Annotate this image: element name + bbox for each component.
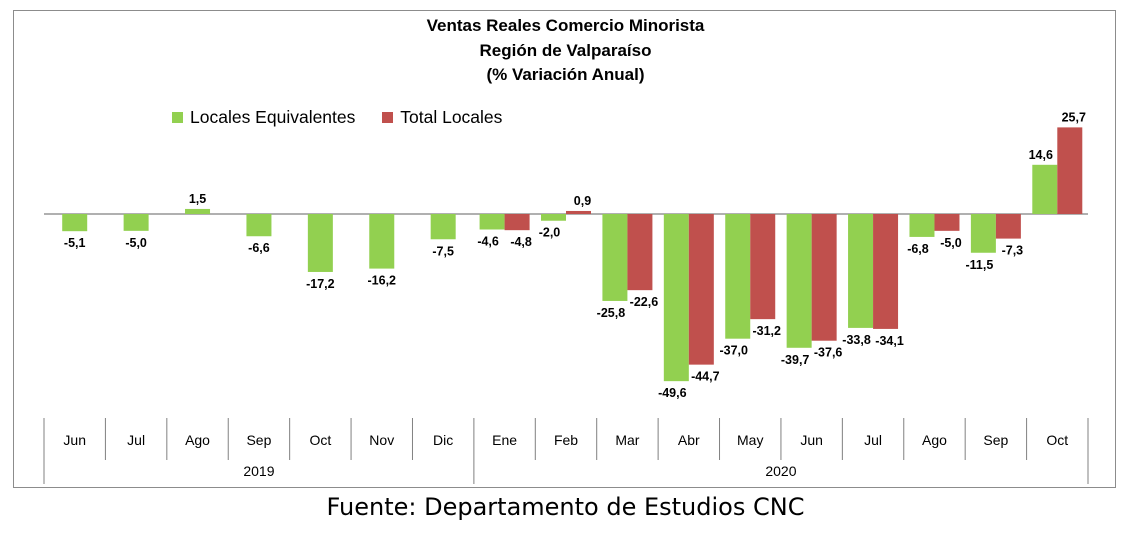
category-label: Dic <box>433 432 453 448</box>
bar-total-locales <box>627 214 653 291</box>
category-label: Oct <box>309 432 331 448</box>
data-label-locales-equivalentes: -49,6 <box>658 386 687 400</box>
source-footer: Fuente: Departamento de Estudios CNC <box>326 493 805 521</box>
data-label-locales-equivalentes: -5,1 <box>64 236 86 250</box>
bar-locales-equivalentes <box>1032 164 1058 214</box>
data-label-locales-equivalentes: -39,7 <box>781 353 810 367</box>
bar-locales-equivalentes <box>909 214 935 237</box>
data-label-total-locales: -7,3 <box>1002 244 1024 258</box>
bar-locales-equivalentes <box>430 214 456 240</box>
category-label: Oct <box>1046 432 1068 448</box>
bar-locales-equivalentes <box>123 214 149 231</box>
data-label-locales-equivalentes: -16,2 <box>368 274 397 288</box>
legend-label-locales-equivalentes: Locales Equivalentes <box>190 107 356 127</box>
data-label-locales-equivalentes: -11,5 <box>965 258 993 272</box>
category-label: Sep <box>983 432 1008 448</box>
category-label: Jul <box>127 432 145 448</box>
chart-title: Ventas Reales Comercio Minorista <box>426 16 705 35</box>
bar-total-locales <box>811 214 837 341</box>
category-label: Abr <box>678 432 700 448</box>
category-label: Jun <box>800 432 823 448</box>
data-label-locales-equivalentes: -2,0 <box>539 226 561 240</box>
data-label-total-locales: -31,2 <box>752 324 781 338</box>
bar-locales-equivalentes <box>479 214 505 230</box>
data-label-total-locales: 0,9 <box>574 194 591 208</box>
data-label-locales-equivalentes: 14,6 <box>1029 148 1053 162</box>
chart-frame <box>13 10 1116 488</box>
category-label: Jul <box>864 432 882 448</box>
legend-label-total-locales: Total Locales <box>400 107 503 127</box>
data-label-total-locales: -22,6 <box>630 295 659 309</box>
bar-locales-equivalentes <box>786 214 812 348</box>
bar-locales-equivalentes <box>62 214 88 232</box>
year-group-label: 2020 <box>765 463 796 479</box>
data-label-locales-equivalentes: -7,5 <box>432 244 454 258</box>
data-label-locales-equivalentes: -25,8 <box>597 306 626 320</box>
category-label: Ago <box>185 432 210 448</box>
data-label-total-locales: 25,7 <box>1062 110 1086 124</box>
bar-locales-equivalentes <box>541 214 566 221</box>
bar-locales-equivalentes <box>246 214 272 237</box>
data-label-locales-equivalentes: 1,5 <box>189 192 206 206</box>
data-label-total-locales: -34,1 <box>875 334 904 348</box>
bar-locales-equivalentes <box>369 214 395 269</box>
legend-item-total-locales: Total Locales <box>382 107 502 128</box>
category-label: Jun <box>63 432 86 448</box>
legend: Locales Equivalentes Total Locales <box>172 107 524 128</box>
bar-locales-equivalentes <box>185 208 211 214</box>
data-label-total-locales: -4,8 <box>510 235 532 249</box>
bar-total-locales <box>1057 127 1083 214</box>
bar-locales-equivalentes <box>970 214 996 253</box>
bar-total-locales <box>750 214 776 320</box>
bar-locales-equivalentes <box>307 214 333 272</box>
category-label: Ene <box>492 432 517 448</box>
data-label-locales-equivalentes: -17,2 <box>306 277 335 291</box>
bar-locales-equivalentes <box>663 214 689 382</box>
category-label: Feb <box>554 432 578 448</box>
data-label-total-locales: -37,6 <box>814 346 843 360</box>
bar-total-locales <box>566 210 591 214</box>
data-label-locales-equivalentes: -6,6 <box>248 241 270 255</box>
data-label-locales-equivalentes: -37,0 <box>719 344 748 358</box>
legend-swatch-locales-equivalentes <box>172 112 183 123</box>
data-label-locales-equivalentes: -33,8 <box>842 333 871 347</box>
data-label-locales-equivalentes: -4,6 <box>477 235 499 249</box>
year-group-label: 2019 <box>243 463 274 479</box>
bar-total-locales <box>995 214 1021 239</box>
data-label-total-locales: -5,0 <box>940 236 962 250</box>
chart-subtitle-units: (% Variación Anual) <box>486 65 645 84</box>
data-label-locales-equivalentes: -6,8 <box>907 242 929 256</box>
bar-locales-equivalentes <box>725 214 751 339</box>
bar-total-locales <box>688 214 714 365</box>
chart-subtitle: Región de Valparaíso <box>479 41 652 60</box>
data-label-total-locales: -44,7 <box>691 370 720 384</box>
bar-chart-plot: -5,1 -5,0 1,5 -6,6 -17,2 -16,2 -7,5 -4,6 -4,8 -2,… <box>43 110 1089 484</box>
bar-locales-equivalentes <box>602 214 628 301</box>
bar-total-locales <box>934 214 960 231</box>
legend-item-locales-equivalentes: Locales Equivalentes <box>172 107 355 128</box>
category-label: Mar <box>615 432 639 448</box>
category-label: Ago <box>922 432 947 448</box>
bar-locales-equivalentes <box>848 214 874 328</box>
category-label: Nov <box>369 432 394 448</box>
category-label: May <box>737 432 763 448</box>
category-label: Sep <box>246 432 271 448</box>
data-label-locales-equivalentes: -5,0 <box>125 236 147 250</box>
legend-swatch-total-locales <box>382 112 394 123</box>
bar-total-locales <box>873 214 899 329</box>
bar-total-locales <box>504 214 530 231</box>
